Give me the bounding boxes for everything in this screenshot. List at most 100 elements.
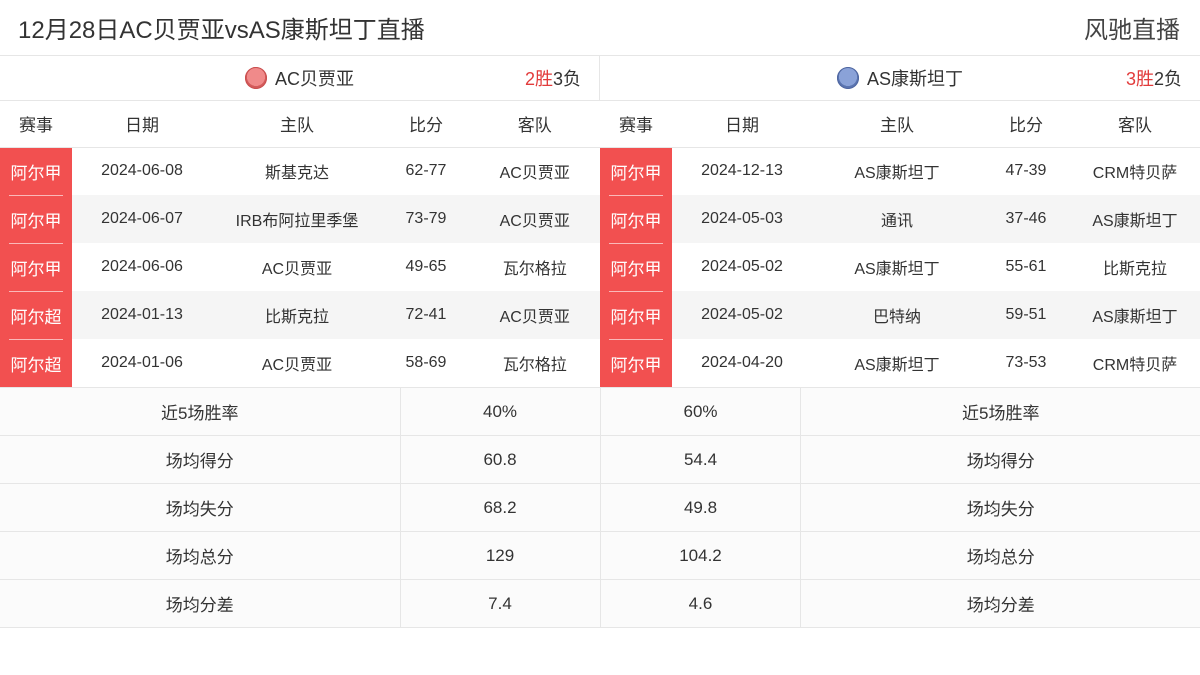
home-team: AC贝贾亚 [212,243,382,291]
league-badge: 阿尔甲 [600,339,672,387]
left-team-name: AC贝贾亚 [275,65,354,91]
match-date: 2024-01-06 [72,339,212,387]
page-title: 12月28日AC贝贾亚vsAS康斯坦丁直播 [18,10,425,45]
stat-value: 54.4 [601,436,801,484]
home-team: IRB布阿拉里季堡 [212,195,382,243]
home-team: 斯基克达 [212,147,382,195]
stat-label: 近5场胜率 [0,388,400,436]
right-matches-table: 赛事 日期 主队 比分 客队 阿尔甲2024-12-13AS康斯坦丁47-39C… [600,101,1200,387]
match-score: 47-39 [982,147,1070,195]
stat-label: 近5场胜率 [801,388,1200,436]
match-row[interactable]: 阿尔甲2024-06-08斯基克达62-77AC贝贾亚 [0,147,600,195]
match-date: 2024-06-08 [72,147,212,195]
stat-value: 7.4 [400,580,600,628]
match-score: 49-65 [382,243,470,291]
left-stats-table: 近5场胜率40%场均得分60.8场均失分68.2场均总分129场均分差7.4 [0,387,601,628]
match-row[interactable]: 阿尔甲2024-06-07IRB布阿拉里季堡73-79AC贝贾亚 [0,195,600,243]
stat-label: 场均失分 [0,484,400,532]
right-team-record: 3胜2负 [1080,65,1200,91]
right-team-header: AS康斯坦丁 3胜2负 [600,55,1200,101]
col-home: 主队 [212,101,382,147]
away-team: 瓦尔格拉 [470,243,600,291]
match-score: 58-69 [382,339,470,387]
right-stats-table: 60%近5场胜率54.4场均得分49.8场均失分104.2场均总分4.6场均分差 [600,387,1200,628]
league-badge: 阿尔甲 [600,195,672,243]
match-date: 2024-06-06 [72,243,212,291]
match-date: 2024-05-02 [672,243,812,291]
left-team-logo-icon [245,67,267,89]
stat-value: 49.8 [601,484,801,532]
home-team: 巴特纳 [812,291,982,339]
stat-row: 近5场胜率40% [0,388,600,436]
col-away: 客队 [470,101,600,147]
home-team: AS康斯坦丁 [812,147,982,195]
stat-label: 场均总分 [0,532,400,580]
right-team-panel: AS康斯坦丁 3胜2负 赛事 日期 主队 比分 客队 阿尔甲2024-12-13 [600,55,1200,628]
left-team-panel: AC贝贾亚 2胜3负 赛事 日期 主队 比分 客队 阿尔甲2024-06-08斯 [0,55,600,628]
match-date: 2024-05-03 [672,195,812,243]
stat-row: 场均分差7.4 [0,580,600,628]
stat-label: 场均得分 [0,436,400,484]
stat-label: 场均失分 [801,484,1200,532]
stat-row: 60%近5场胜率 [601,388,1200,436]
stat-row: 49.8场均失分 [601,484,1200,532]
right-team-logo-icon [837,67,859,89]
away-team: AC贝贾亚 [470,291,600,339]
match-row[interactable]: 阿尔甲2024-05-02巴特纳59-51AS康斯坦丁 [600,291,1200,339]
stat-value: 129 [400,532,600,580]
site-name[interactable]: 风驰直播 [1084,10,1180,45]
away-team: AS康斯坦丁 [1070,195,1200,243]
stat-row: 场均得分60.8 [0,436,600,484]
home-team: AS康斯坦丁 [812,243,982,291]
match-row[interactable]: 阿尔甲2024-12-13AS康斯坦丁47-39CRM特贝萨 [600,147,1200,195]
league-badge: 阿尔甲 [600,243,672,291]
stat-label: 场均总分 [801,532,1200,580]
stat-row: 54.4场均得分 [601,436,1200,484]
away-team: CRM特贝萨 [1070,339,1200,387]
match-row[interactable]: 阿尔甲2024-05-03通讯37-46AS康斯坦丁 [600,195,1200,243]
col-date: 日期 [72,101,212,147]
league-badge: 阿尔甲 [0,147,72,195]
away-team: 瓦尔格拉 [470,339,600,387]
home-team: 比斯克拉 [212,291,382,339]
col-league: 赛事 [0,101,72,147]
left-matches-table: 赛事 日期 主队 比分 客队 阿尔甲2024-06-08斯基克达62-77AC贝… [0,101,601,387]
match-date: 2024-04-20 [672,339,812,387]
match-score: 37-46 [982,195,1070,243]
match-comparison-page: 12月28日AC贝贾亚vsAS康斯坦丁直播 风驰直播 AC贝贾亚 2胜3负 赛事 [0,0,1200,628]
home-team: 通讯 [812,195,982,243]
league-badge: 阿尔甲 [0,243,72,291]
match-score: 73-53 [982,339,1070,387]
stat-label: 场均分差 [0,580,400,628]
match-row[interactable]: 阿尔甲2024-06-06AC贝贾亚49-65瓦尔格拉 [0,243,600,291]
match-date: 2024-05-02 [672,291,812,339]
col-home: 主队 [812,101,982,147]
top-bar: 12月28日AC贝贾亚vsAS康斯坦丁直播 风驰直播 [0,0,1200,55]
match-row[interactable]: 阿尔甲2024-04-20AS康斯坦丁73-53CRM特贝萨 [600,339,1200,387]
left-team-record: 2胜3负 [479,65,599,91]
stat-value: 68.2 [400,484,600,532]
home-team: AC贝贾亚 [212,339,382,387]
stat-row: 104.2场均总分 [601,532,1200,580]
league-badge: 阿尔甲 [600,147,672,195]
stat-value: 104.2 [601,532,801,580]
stat-value: 4.6 [601,580,801,628]
col-date: 日期 [672,101,812,147]
match-row[interactable]: 阿尔甲2024-05-02AS康斯坦丁55-61比斯克拉 [600,243,1200,291]
match-score: 62-77 [382,147,470,195]
stat-value: 60% [601,388,801,436]
col-score: 比分 [982,101,1070,147]
stat-label: 场均得分 [801,436,1200,484]
match-row[interactable]: 阿尔超2024-01-06AC贝贾亚58-69瓦尔格拉 [0,339,600,387]
col-score: 比分 [382,101,470,147]
stat-row: 场均总分129 [0,532,600,580]
col-league: 赛事 [600,101,672,147]
left-team-header: AC贝贾亚 2胜3负 [0,55,600,101]
away-team: AC贝贾亚 [470,195,600,243]
match-date: 2024-01-13 [72,291,212,339]
away-team: 比斯克拉 [1070,243,1200,291]
match-score: 59-51 [982,291,1070,339]
league-badge: 阿尔超 [0,291,72,339]
league-badge: 阿尔甲 [600,291,672,339]
match-row[interactable]: 阿尔超2024-01-13比斯克拉72-41AC贝贾亚 [0,291,600,339]
